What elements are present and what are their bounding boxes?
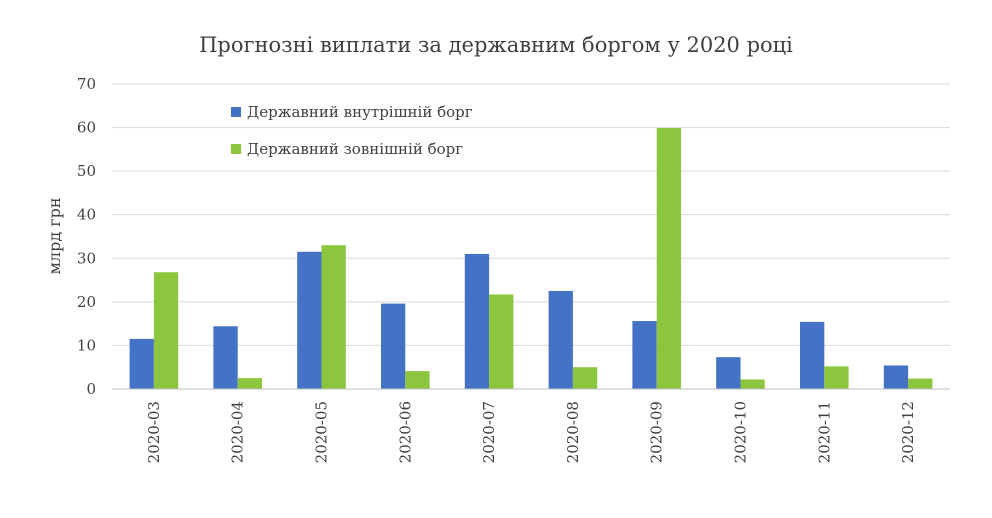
y-tick-label: 50 — [77, 162, 96, 180]
legend-swatch — [231, 107, 241, 117]
bar-external-2020-11 — [824, 366, 849, 389]
bar-internal-2020-12 — [883, 365, 909, 389]
bar-external-2020-08 — [572, 367, 598, 389]
bar-internal-2020-08 — [548, 290, 573, 389]
x-tick-label: 2020-03 — [145, 401, 163, 463]
bar-external-2020-06 — [405, 371, 430, 389]
bar-internal-2020-03 — [129, 338, 154, 389]
bar-external-2020-12 — [908, 378, 933, 389]
bar-external-2020-09 — [656, 128, 682, 389]
legend-label: Державний внутрішній борг — [247, 103, 473, 121]
bar-external-2020-04 — [237, 378, 263, 389]
x-tick-label: 2020-12 — [899, 401, 917, 463]
x-tick-label: 2020-09 — [648, 401, 666, 463]
y-tick-label: 60 — [77, 119, 96, 137]
gridlines — [112, 83, 950, 346]
bar-external-2020-03 — [153, 272, 179, 389]
y-tick-label: 10 — [77, 336, 96, 354]
axes: 0 10 20 30 40 50 60 70 2020-03 2020-04 2020-05 2020… — [77, 75, 950, 463]
bar-internal-2020-11 — [799, 321, 825, 389]
x-tick-label: 2020-07 — [480, 401, 498, 463]
x-tick-label: 2020-10 — [732, 401, 750, 463]
y-axis-label: млрд грн — [45, 197, 64, 274]
y-tick-label: 20 — [77, 293, 96, 311]
bar-internal-2020-07 — [464, 253, 490, 389]
bar-external-2020-10 — [740, 379, 765, 389]
y-tick-label: 70 — [77, 75, 96, 93]
y-tick-label: 30 — [77, 249, 96, 267]
bar-internal-2020-10 — [716, 357, 741, 389]
y-tick-label: 40 — [77, 206, 96, 224]
bars — [129, 128, 933, 389]
x-tick-label: 2020-08 — [564, 401, 582, 463]
bar-external-2020-05 — [321, 245, 346, 389]
x-tick-label: 2020-04 — [229, 401, 247, 463]
x-tick-label: 2020-05 — [313, 401, 331, 463]
bar-internal-2020-09 — [632, 321, 657, 389]
bar-internal-2020-05 — [297, 251, 322, 389]
chart-title: Прогнозні виплати за державним боргом у … — [199, 33, 793, 57]
x-tick-label: 2020-06 — [396, 401, 414, 463]
bar-external-2020-07 — [489, 294, 514, 389]
bar-internal-2020-04 — [213, 326, 238, 389]
x-tick-label: 2020-11 — [815, 401, 833, 463]
legend-swatch — [231, 144, 241, 154]
y-tick-label: 0 — [86, 380, 96, 398]
legend-label: Державний зовнішній борг — [247, 140, 463, 158]
legend: Державний внутрішній борг Державний зовні… — [231, 103, 473, 158]
bar-internal-2020-06 — [380, 303, 406, 389]
